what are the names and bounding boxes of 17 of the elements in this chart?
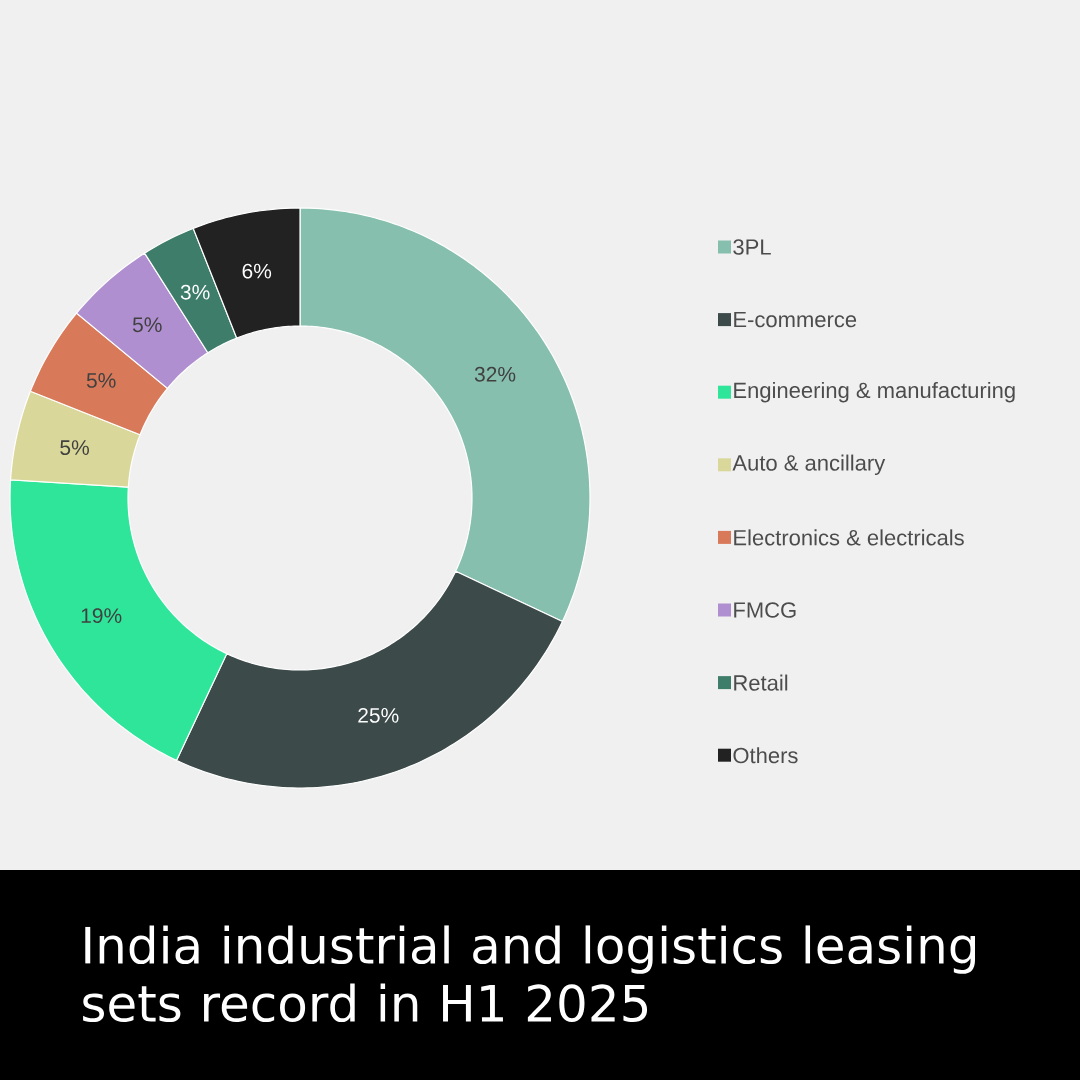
text: India industrial and logistics leasing sets record in H1 2025 bbox=[83, 925, 975, 1023]
legend-label: Auto & ancillary bbox=[732, 454, 886, 476]
data-label: 3% bbox=[180, 284, 210, 300]
legend-label: Engineering & manufacturing bbox=[734, 381, 1015, 403]
data-label: 5% bbox=[86, 373, 116, 388]
legend-label: E-commerce bbox=[734, 311, 857, 328]
data-label: 5% bbox=[132, 317, 162, 333]
legend-label: Others bbox=[733, 747, 798, 764]
legend-label: FMCG bbox=[734, 602, 796, 618]
data-label: 19% bbox=[81, 608, 122, 624]
data-label: 25% bbox=[358, 707, 399, 723]
legend-label: Retail bbox=[734, 674, 788, 691]
data-label: 32% bbox=[474, 366, 516, 382]
legend-label: Electronics & electricals bbox=[734, 529, 964, 546]
legend-label: 3PL bbox=[733, 239, 771, 255]
data-label: 5% bbox=[60, 440, 89, 456]
data-label: 6% bbox=[242, 263, 272, 279]
